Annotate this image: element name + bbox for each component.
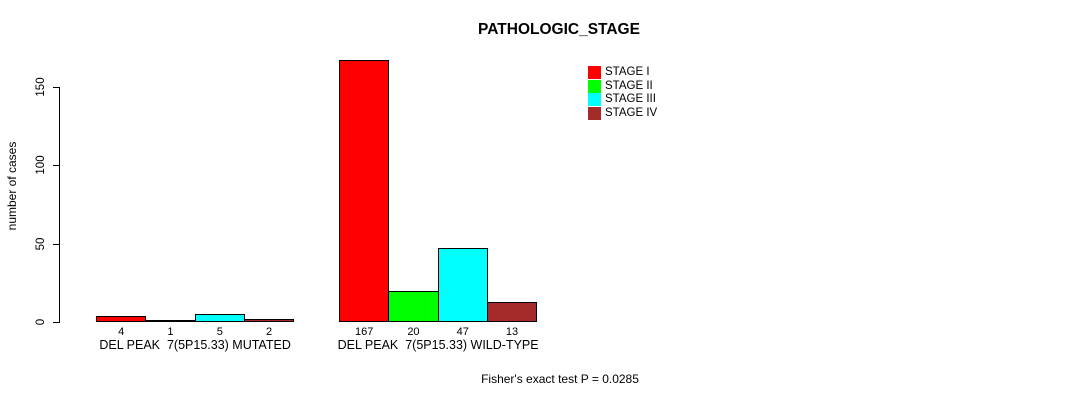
- fisher-test-annotation: Fisher's exact test P = 0.0285: [481, 372, 639, 386]
- legend-item: STAGE I: [588, 66, 650, 79]
- legend-label: STAGE II: [605, 79, 653, 92]
- bar-value-label: 47: [456, 326, 469, 338]
- y-tick-mark: [53, 165, 59, 166]
- bar-value-label: 1: [167, 326, 174, 338]
- legend-swatch: [588, 107, 601, 121]
- bar-stage-i: [339, 59, 390, 322]
- group-label: DEL PEAK 7(5P15.33) WILD-TYPE: [337, 338, 539, 352]
- legend-item: STAGE III: [588, 93, 656, 107]
- bar-value-label: 20: [407, 326, 420, 338]
- bar-value-label: 5: [216, 326, 223, 338]
- bar-value-label: 167: [354, 326, 374, 338]
- bar-stage-i: [96, 315, 147, 322]
- y-tick-mark: [53, 86, 59, 88]
- bar-value-label: 4: [118, 326, 125, 338]
- legend-item: STAGE II: [588, 79, 653, 93]
- y-tick-mark: [53, 322, 59, 323]
- y-tick-mark: [53, 243, 59, 245]
- bar-stage-iv: [243, 318, 295, 322]
- y-axis-line: [59, 86, 60, 323]
- y-tick-label: 100: [35, 155, 47, 175]
- bar-stage-iii: [437, 248, 488, 322]
- y-axis-label: number of cases: [5, 141, 19, 231]
- y-tick-label: 150: [35, 76, 47, 97]
- legend-label: STAGE III: [605, 93, 656, 106]
- y-tick-label: 0: [35, 318, 47, 326]
- legend-label: STAGE I: [605, 66, 650, 78]
- group-label: DEL PEAK 7(5P15.33) MUTATED: [99, 338, 291, 352]
- legend-label: STAGE IV: [605, 107, 658, 120]
- bar-stage-iv: [486, 301, 538, 322]
- bar-value-label: 13: [505, 326, 519, 338]
- bar-value-label: 2: [265, 326, 273, 338]
- bar-stage-iii: [194, 314, 245, 322]
- legend-swatch: [588, 93, 601, 107]
- legend-swatch: [588, 66, 601, 79]
- bar-stage-ii: [388, 290, 439, 322]
- chart-title: PATHOLOGIC_STAGE: [478, 21, 640, 38]
- legend-swatch: [588, 79, 601, 93]
- legend-item: STAGE IV: [588, 107, 658, 121]
- y-tick-label: 50: [35, 237, 47, 250]
- bar-stage-ii: [145, 320, 196, 323]
